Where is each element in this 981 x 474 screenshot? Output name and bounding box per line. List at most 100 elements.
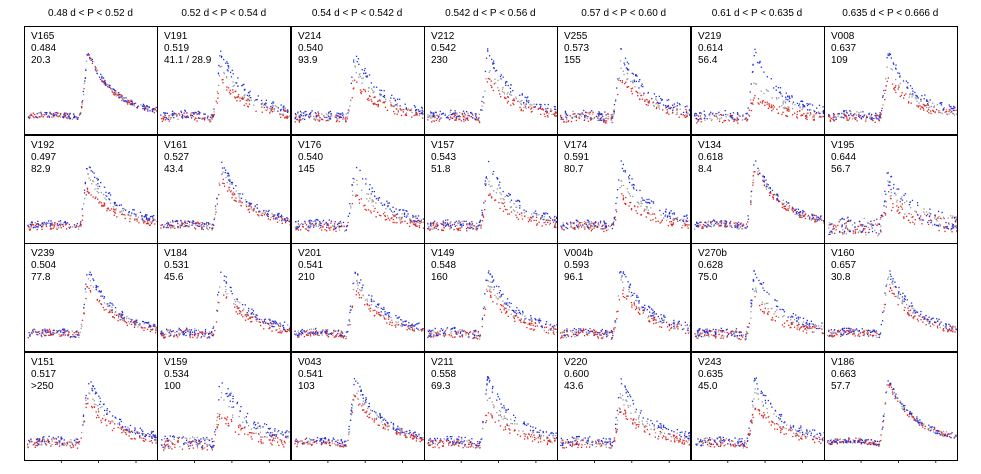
data-point <box>407 326 409 328</box>
data-point <box>479 444 481 446</box>
data-point <box>374 96 377 98</box>
data-point <box>45 444 48 446</box>
data-point <box>531 213 533 215</box>
data-point <box>189 437 191 440</box>
data-point <box>88 383 90 385</box>
data-point <box>146 106 149 108</box>
data-point <box>45 222 47 224</box>
data-point <box>339 443 341 445</box>
data-point <box>296 440 298 442</box>
data-point <box>430 228 432 230</box>
data-point <box>479 220 481 222</box>
data-point <box>302 118 304 120</box>
data-point <box>85 194 87 196</box>
data-point <box>368 74 371 76</box>
data-point <box>357 273 359 275</box>
data-point <box>308 438 311 440</box>
data-point <box>180 331 183 333</box>
data-point <box>44 330 46 332</box>
data-point <box>103 203 105 205</box>
data-point <box>186 328 188 331</box>
data-point <box>532 436 534 438</box>
data-point <box>508 309 510 311</box>
data-point <box>359 73 361 75</box>
data-point <box>465 227 468 230</box>
series-gray-points <box>28 278 157 338</box>
data-point <box>86 274 88 276</box>
data-point <box>331 442 333 444</box>
data-point <box>197 333 199 335</box>
data-point <box>533 106 535 108</box>
data-point <box>112 88 114 90</box>
data-point <box>359 403 361 405</box>
data-point <box>289 224 290 226</box>
data-point <box>245 205 248 208</box>
data-point <box>237 96 239 98</box>
light-curve-plot <box>427 160 557 232</box>
data-point <box>380 416 382 418</box>
data-point <box>257 441 260 443</box>
data-point <box>243 308 245 310</box>
data-point <box>319 220 321 223</box>
data-point <box>365 397 367 399</box>
data-point <box>467 117 469 119</box>
data-point <box>523 103 525 105</box>
data-point <box>112 88 115 90</box>
data-point <box>101 75 103 78</box>
data-point <box>459 335 461 338</box>
data-point <box>208 223 210 225</box>
data-point <box>171 330 173 333</box>
data-point <box>430 223 432 225</box>
data-point <box>459 224 461 226</box>
data-point <box>72 336 74 338</box>
data-point <box>408 432 410 435</box>
data-point <box>390 210 392 212</box>
data-point <box>441 228 443 230</box>
data-point <box>151 110 153 113</box>
data-point <box>250 208 252 210</box>
data-point <box>500 295 502 297</box>
data-point <box>353 181 355 183</box>
data-point <box>122 210 124 212</box>
data-point <box>189 442 191 445</box>
data-point <box>493 67 495 69</box>
data-point <box>38 112 40 114</box>
panel-period: 0.541 <box>298 260 324 271</box>
data-point <box>442 332 445 335</box>
data-point <box>100 290 102 292</box>
data-point <box>236 298 238 301</box>
data-point <box>114 212 116 214</box>
data-point <box>150 222 153 225</box>
data-point <box>136 220 138 222</box>
data-point <box>225 276 227 278</box>
data-point <box>474 117 476 120</box>
data-point <box>61 437 63 440</box>
data-point <box>428 439 431 441</box>
data-point <box>327 225 329 227</box>
data-point <box>534 210 537 212</box>
data-point <box>69 118 71 120</box>
data-point <box>267 108 269 110</box>
data-point <box>531 104 533 106</box>
data-point <box>528 322 530 324</box>
data-point <box>263 328 265 330</box>
data-point <box>88 177 90 179</box>
data-point <box>41 444 43 446</box>
data-point <box>358 63 360 65</box>
data-point <box>533 328 535 331</box>
data-point <box>340 113 342 115</box>
data-point <box>250 99 252 101</box>
data-point <box>45 112 47 114</box>
data-point <box>241 427 244 429</box>
data-point <box>413 221 416 223</box>
data-point <box>51 113 53 115</box>
data-point <box>188 332 190 334</box>
data-point <box>132 209 134 211</box>
data-point <box>122 430 124 432</box>
data-point <box>335 116 337 118</box>
data-point <box>419 220 421 223</box>
data-point <box>209 227 211 229</box>
data-point <box>200 440 202 443</box>
data-point <box>85 297 87 300</box>
panel-value: 93.9 <box>298 55 318 66</box>
